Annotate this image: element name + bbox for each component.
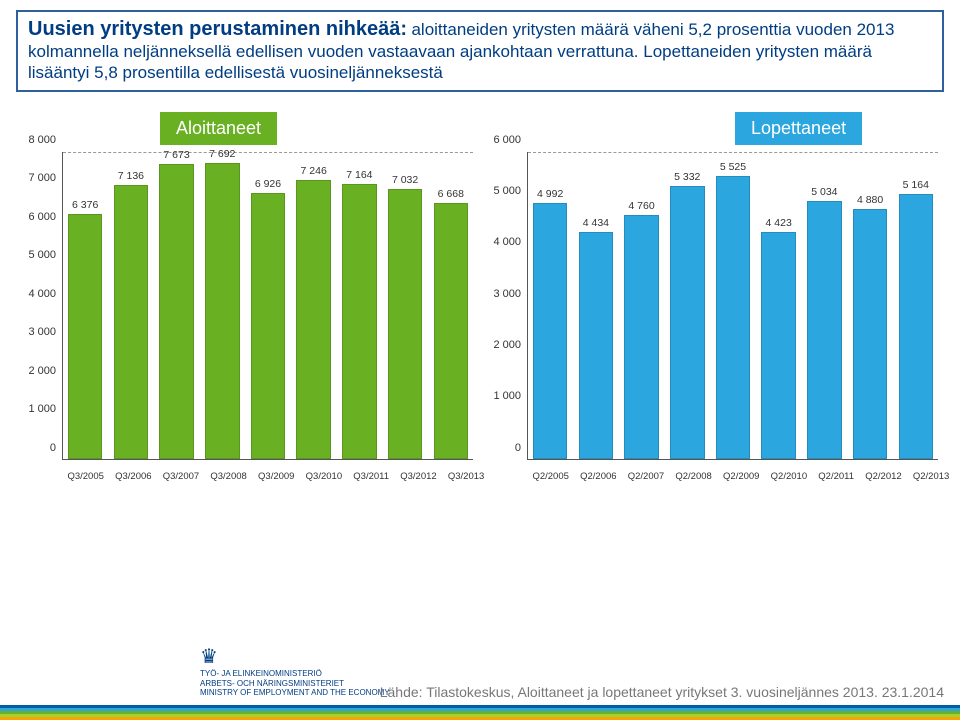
bar: 4 423 (761, 232, 796, 458)
footer-stripe (0, 714, 960, 717)
summary-title: Uusien yritysten perustaminen nihkeää: (28, 18, 407, 40)
y-tick: 0 (50, 442, 56, 454)
y-tick: 1 000 (28, 403, 56, 415)
x-tick: Q3/2012 (400, 468, 436, 482)
y-tick: 6 000 (493, 134, 521, 146)
footer-stripe (0, 711, 960, 714)
y-tick: 3 000 (493, 288, 521, 300)
bar: 6 668 (434, 203, 469, 459)
bar-value-label: 7 692 (209, 148, 235, 160)
bar-value-label: 4 880 (857, 194, 883, 206)
bar-value-label: 5 525 (720, 161, 746, 173)
y-tick: 5 000 (28, 249, 56, 261)
y-tick: 4 000 (493, 236, 521, 248)
x-tick: Q3/2005 (67, 468, 103, 482)
lion-icon: ♛ (200, 645, 218, 669)
chart-left-legend: Aloittaneet (160, 112, 277, 145)
bar: 7 164 (342, 184, 377, 459)
x-tick: Q3/2013 (448, 468, 484, 482)
chart-right-legend: Lopettaneet (735, 112, 862, 145)
bar: 7 032 (388, 189, 423, 459)
y-tick: 2 000 (493, 339, 521, 351)
x-tick: Q2/2010 (771, 468, 807, 482)
bar: 7 673 (159, 164, 194, 458)
chart-right-wrap: Lopettaneet 01 0002 0003 0004 0005 0006 … (485, 152, 940, 482)
bar: 4 760 (624, 215, 659, 459)
bar: 4 880 (853, 209, 888, 459)
bar-value-label: 7 032 (392, 174, 418, 186)
bar-value-label: 4 760 (628, 200, 654, 212)
charts-row: Aloittaneet 01 0002 0003 0004 0005 0006 … (20, 152, 940, 482)
y-tick: 1 000 (493, 390, 521, 402)
bar-value-label: 4 423 (766, 217, 792, 229)
bar: 7 136 (114, 185, 149, 459)
x-tick: Q3/2006 (115, 468, 151, 482)
footer-logo-text: TYÖ- JA ELINKEINOMINISTERIÖARBETS- OCH N… (200, 669, 390, 698)
x-tick: Q2/2011 (818, 468, 854, 482)
footer-stripe (0, 705, 960, 708)
bar-value-label: 7 164 (346, 169, 372, 181)
bar: 5 332 (670, 186, 705, 459)
footer-stripes (0, 706, 960, 720)
x-tick: Q2/2006 (580, 468, 616, 482)
x-tick: Q2/2013 (913, 468, 949, 482)
x-tick: Q3/2008 (210, 468, 246, 482)
bar-value-label: 7 246 (301, 165, 327, 177)
x-tick: Q3/2010 (306, 468, 342, 482)
chart-left-wrap: Aloittaneet 01 0002 0003 0004 0005 0006 … (20, 152, 475, 482)
bar-value-label: 7 136 (118, 170, 144, 182)
bar-value-label: 4 992 (537, 188, 563, 200)
bar-value-label: 6 376 (72, 199, 98, 211)
y-tick: 0 (515, 442, 521, 454)
chart-left: 01 0002 0003 0004 0005 0006 0007 0008 00… (20, 152, 475, 482)
x-tick: Q3/2007 (163, 468, 199, 482)
y-tick: 8 000 (28, 134, 56, 146)
bar: 6 926 (251, 193, 286, 459)
bar: 5 525 (716, 176, 751, 459)
bar-value-label: 7 673 (163, 149, 189, 161)
footer-logo-line: ARBETS- OCH NÄRINGSMINISTERIET (200, 679, 390, 689)
y-tick: 5 000 (493, 185, 521, 197)
bar-value-label: 5 034 (811, 186, 837, 198)
bar: 6 376 (68, 214, 103, 459)
chart-right: 01 0002 0003 0004 0005 0006 0004 9924 43… (485, 152, 940, 482)
y-tick: 3 000 (28, 326, 56, 338)
x-tick: Q2/2007 (628, 468, 664, 482)
bar: 7 246 (296, 180, 331, 458)
x-tick: Q3/2009 (258, 468, 294, 482)
bar: 4 992 (533, 203, 568, 458)
footer-logo: ♛ TYÖ- JA ELINKEINOMINISTERIÖARBETS- OCH… (200, 645, 390, 698)
x-tick: Q2/2012 (865, 468, 901, 482)
x-tick: Q2/2008 (675, 468, 711, 482)
x-tick: Q2/2009 (723, 468, 759, 482)
bar-value-label: 6 668 (438, 188, 464, 200)
footer-logo-line: TYÖ- JA ELINKEINOMINISTERIÖ (200, 669, 390, 679)
x-tick: Q2/2005 (532, 468, 568, 482)
y-tick: 4 000 (28, 288, 56, 300)
footer-logo-line: MINISTRY OF EMPLOYMENT AND THE ECONOMY (200, 688, 390, 698)
bar: 4 434 (579, 232, 614, 459)
footer-source: Lähde: Tilastokeskus, Aloittaneet ja lop… (380, 684, 944, 700)
bar: 7 692 (205, 163, 240, 458)
y-tick: 7 000 (28, 172, 56, 184)
bar-value-label: 6 926 (255, 178, 281, 190)
bar-value-label: 5 164 (903, 179, 929, 191)
y-tick: 6 000 (28, 211, 56, 223)
y-tick: 2 000 (28, 365, 56, 377)
summary-box: Uusien yritysten perustaminen nihkeää: a… (16, 10, 944, 92)
bar: 5 034 (807, 201, 842, 459)
x-tick: Q3/2011 (353, 468, 389, 482)
bar-value-label: 4 434 (583, 217, 609, 229)
footer: ♛ TYÖ- JA ELINKEINOMINISTERIÖARBETS- OCH… (0, 646, 960, 720)
bar-value-label: 5 332 (674, 171, 700, 183)
bar: 5 164 (899, 194, 934, 458)
